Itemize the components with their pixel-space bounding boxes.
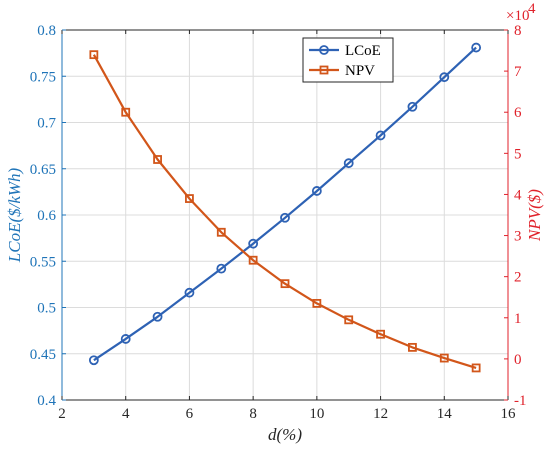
- legend-marker-npv: [319, 65, 329, 75]
- y-left-axis-title: LCoE($/kWh): [5, 167, 24, 263]
- y-right-tick-label: -1: [514, 393, 527, 409]
- data-point-lcoe: [471, 42, 482, 53]
- y-left-tick-label: 0.75: [30, 69, 56, 85]
- x-tick-label: 4: [122, 406, 130, 422]
- x-tick-label: 10: [309, 406, 324, 422]
- data-point-lcoe: [375, 130, 386, 141]
- legend-label-npv: NPV: [345, 63, 375, 79]
- data-point-npv: [312, 298, 322, 308]
- y-right-tick-label: 8: [514, 23, 522, 39]
- data-point-lcoe: [280, 212, 290, 223]
- y-right-tick-label: 0: [514, 352, 522, 368]
- right-axis-exponent: 4: [528, 1, 536, 17]
- data-point-npv: [248, 255, 258, 265]
- legend-marker-lcoe: [319, 45, 329, 55]
- x-tick-label: 2: [58, 406, 66, 422]
- data-point-lcoe: [120, 334, 131, 344]
- legend-label-lcoe: LCoE: [345, 43, 381, 59]
- data-point-lcoe: [311, 186, 322, 196]
- y-right-tick-label: 5: [514, 146, 522, 162]
- data-point-npv: [89, 50, 99, 60]
- x-tick-label: 6: [186, 406, 194, 422]
- data-point-npv: [408, 342, 417, 352]
- x-tick-label: 16: [501, 406, 517, 422]
- y-right-tick-label: 7: [514, 64, 522, 80]
- y-right-axis-title: NPV($): [525, 189, 544, 242]
- data-point-lcoe: [88, 355, 99, 366]
- data-point-lcoe: [343, 158, 354, 169]
- data-point-npv: [280, 279, 290, 289]
- y-left-tick-label: 0.6: [37, 208, 56, 224]
- y-left-tick-label: 0.5: [37, 301, 56, 317]
- series-line-lcoe: [93, 46, 477, 362]
- data-point-npv: [216, 227, 226, 237]
- y-left-tick-label: 0.8: [37, 23, 56, 39]
- data-point-lcoe: [407, 101, 418, 112]
- data-point-lcoe: [248, 238, 259, 249]
- y-right-tick-label: 4: [514, 187, 522, 203]
- y-right-tick-label: 1: [514, 311, 522, 327]
- y-left-tick-label: 0.45: [30, 347, 56, 363]
- y-right-tick-label: 6: [514, 105, 522, 121]
- legend-box: [302, 37, 394, 83]
- series-line-npv: [92, 54, 477, 369]
- y-left-tick-label: 0.55: [30, 254, 56, 270]
- data-point-lcoe: [439, 72, 450, 83]
- y-right-tick-label: 3: [514, 229, 522, 245]
- y-left-tick-label: 0.4: [37, 393, 56, 409]
- right-axis-multiplier: ×10: [506, 8, 529, 24]
- y-right-tick-label: 2: [514, 270, 522, 286]
- x-tick-label: 8: [249, 406, 257, 422]
- y-left-tick-label: 0.7: [37, 116, 56, 132]
- data-point-lcoe: [184, 287, 195, 298]
- data-point-npv: [344, 315, 354, 325]
- x-tick-label: 14: [437, 406, 453, 422]
- data-point-npv: [185, 194, 194, 203]
- data-point-npv: [439, 353, 449, 363]
- data-point-npv: [471, 363, 481, 373]
- data-point-npv: [121, 107, 131, 117]
- data-point-npv: [153, 155, 162, 164]
- data-point-npv: [376, 329, 385, 339]
- data-point-lcoe: [216, 263, 227, 274]
- data-point-lcoe: [152, 311, 163, 322]
- y-left-tick-label: 0.65: [30, 162, 56, 178]
- x-axis-title: d(%): [268, 425, 302, 444]
- x-tick-label: 12: [373, 406, 388, 422]
